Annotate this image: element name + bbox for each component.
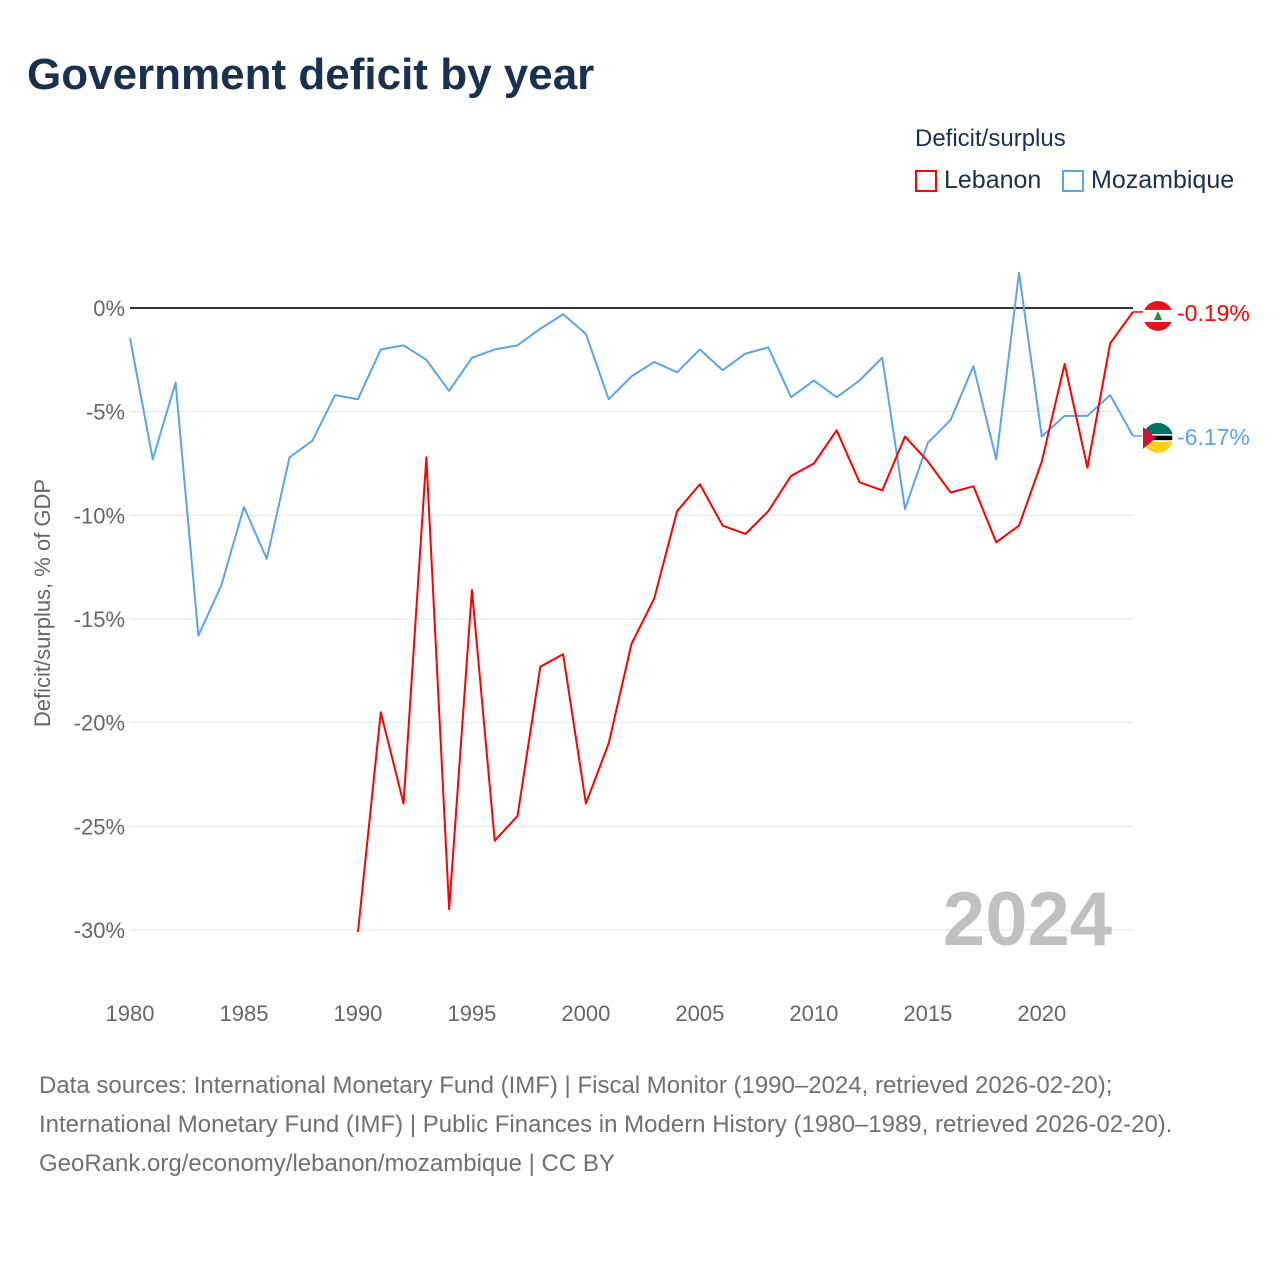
y-tick-label: 0% (93, 296, 125, 321)
credit-link[interactable]: GeoRank.org/economy/lebanon/mozambique |… (39, 1150, 615, 1177)
series-line-lebanon (356, 311, 1134, 933)
footer: Data sources: International Monetary Fun… (39, 1066, 1239, 1183)
cedar-icon (1154, 310, 1162, 320)
y-axis-label: Deficit/surplus, % of GDP (30, 479, 55, 727)
x-tick-label: 2020 (1017, 1001, 1066, 1026)
legend-title: Deficit/surplus (915, 125, 1066, 152)
line-chart: 0% -5% -10% -15% -20% -25% -30% 1980 1985 1990 199… (30, 271, 1250, 1026)
year-watermark: 2024 (943, 877, 1112, 962)
x-tick-label: 2005 (675, 1001, 724, 1026)
y-tick-label: -25% (74, 814, 125, 839)
x-tick-label: 2015 (903, 1001, 952, 1026)
legend-label-lebanon: Lebanon (944, 166, 1042, 194)
x-tick-label: 1985 (220, 1001, 269, 1026)
x-tick-label: 2010 (789, 1001, 838, 1026)
legend-swatch-mozambique (1062, 169, 1084, 192)
series-line-mozambique (129, 271, 1134, 637)
y-tick-label: -15% (74, 607, 125, 632)
x-tick-label: 1990 (333, 1001, 382, 1026)
x-tick-label: 1995 (447, 1001, 496, 1026)
chart-title: Government deficit by year (27, 50, 595, 99)
data-sources: Data sources: International Monetary Fun… (39, 1072, 1173, 1138)
y-tick-label: -5% (86, 400, 125, 425)
legend-item-mozambique[interactable]: Mozambique (1062, 166, 1234, 195)
y-tick-label: -10% (74, 503, 125, 528)
legend-item-lebanon[interactable]: Lebanon (915, 166, 1041, 195)
legend-swatch-lebanon (915, 169, 937, 192)
y-tick-label: -20% (74, 711, 125, 736)
end-value-label-mozambique: -6.17% (1177, 424, 1250, 450)
y-tick-label: -30% (74, 918, 125, 943)
x-tick-label: 2000 (561, 1001, 610, 1026)
legend-label-mozambique: Mozambique (1091, 166, 1235, 194)
mozambique-flag-triangle (1143, 426, 1156, 449)
end-value-label-lebanon: -0.19% (1177, 300, 1250, 326)
x-tick-label: 1980 (106, 1001, 155, 1026)
